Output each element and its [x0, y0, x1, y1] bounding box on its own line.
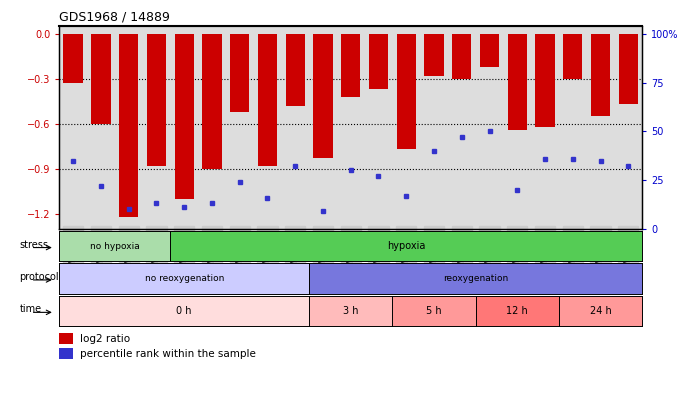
Text: GDS1968 / 14889: GDS1968 / 14889	[59, 10, 170, 23]
Text: time: time	[20, 304, 42, 314]
Bar	[64, 34, 83, 83]
Bar	[341, 34, 360, 97]
Text: percentile rank within the sample: percentile rank within the sample	[80, 349, 256, 359]
Text: 3 h: 3 h	[343, 306, 359, 316]
Bar	[535, 34, 555, 127]
Bar	[230, 34, 249, 112]
Bar	[563, 34, 583, 79]
Bar	[174, 34, 194, 199]
Text: hypoxia: hypoxia	[387, 241, 426, 251]
Bar	[591, 34, 610, 116]
Text: 24 h: 24 h	[590, 306, 611, 316]
Text: 12 h: 12 h	[506, 306, 528, 316]
Bar	[285, 34, 305, 106]
Text: 0 h: 0 h	[177, 306, 192, 316]
Bar	[424, 34, 444, 76]
Text: no hypoxia: no hypoxia	[90, 241, 140, 251]
Bar	[313, 34, 333, 158]
Bar	[507, 34, 527, 130]
Bar	[618, 34, 638, 104]
Text: 5 h: 5 h	[426, 306, 442, 316]
Text: no reoxygenation: no reoxygenation	[144, 274, 224, 283]
Bar	[369, 34, 388, 90]
Bar	[59, 333, 73, 344]
Bar	[258, 34, 277, 166]
Text: protocol: protocol	[20, 272, 59, 282]
Bar	[59, 348, 73, 359]
Bar	[91, 34, 111, 124]
Text: stress: stress	[20, 239, 49, 249]
Text: reoxygenation: reoxygenation	[443, 274, 508, 283]
Bar	[396, 34, 416, 149]
Bar	[147, 34, 166, 166]
Bar	[480, 34, 499, 67]
Bar	[119, 34, 138, 217]
Bar	[202, 34, 222, 169]
Text: log2 ratio: log2 ratio	[80, 334, 131, 343]
Bar	[452, 34, 471, 79]
